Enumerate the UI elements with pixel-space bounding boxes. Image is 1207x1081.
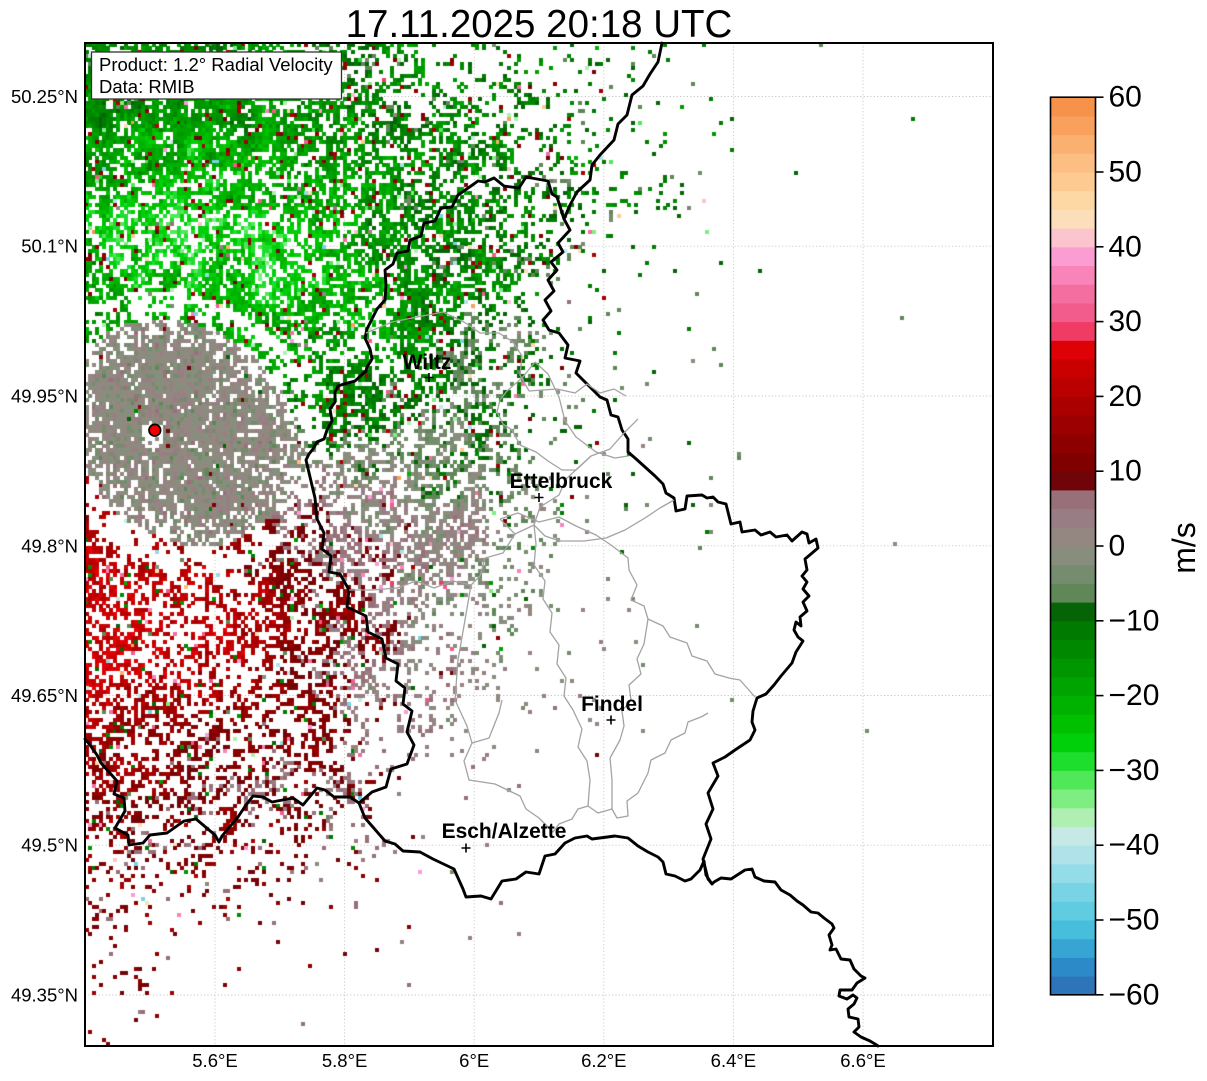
svg-text:−30: −30 (1109, 754, 1160, 787)
svg-text:−50: −50 (1109, 904, 1160, 937)
svg-text:50.1°N: 50.1°N (21, 236, 78, 257)
svg-text:m/s: m/s (1166, 522, 1202, 574)
svg-text:−40: −40 (1109, 829, 1160, 862)
svg-text:50: 50 (1109, 156, 1142, 189)
svg-text:49.65°N: 49.65°N (11, 685, 78, 706)
svg-text:Ettelbruck: Ettelbruck (510, 470, 613, 493)
svg-text:49.35°N: 49.35°N (11, 985, 78, 1006)
svg-text:0: 0 (1109, 530, 1126, 563)
svg-text:Data: RMIB: Data: RMIB (99, 76, 195, 97)
svg-text:Esch/Alzette: Esch/Alzette (442, 820, 567, 843)
svg-text:40: 40 (1109, 230, 1142, 263)
svg-text:17.11.2025 20:18 UTC: 17.11.2025 20:18 UTC (346, 3, 733, 46)
svg-text:5.8°E: 5.8°E (322, 1050, 367, 1071)
svg-text:Wiltz: Wiltz (403, 351, 452, 374)
svg-text:49.5°N: 49.5°N (21, 835, 78, 856)
svg-text:Product: 1.2° Radial Velocity: Product: 1.2° Radial Velocity (99, 54, 333, 75)
svg-text:50.25°N: 50.25°N (11, 86, 78, 107)
svg-text:49.8°N: 49.8°N (21, 535, 78, 556)
svg-text:20: 20 (1109, 380, 1142, 413)
svg-text:−20: −20 (1109, 679, 1160, 712)
svg-text:10: 10 (1109, 455, 1142, 488)
svg-text:6.4°E: 6.4°E (711, 1050, 756, 1071)
svg-text:−10: −10 (1109, 604, 1160, 637)
svg-text:6.6°E: 6.6°E (840, 1050, 885, 1071)
svg-text:49.95°N: 49.95°N (11, 386, 78, 407)
svg-text:6°E: 6°E (459, 1050, 489, 1071)
svg-text:−60: −60 (1109, 978, 1160, 1011)
svg-text:60: 60 (1109, 81, 1142, 114)
svg-text:6.2°E: 6.2°E (581, 1050, 626, 1071)
svg-text:30: 30 (1109, 305, 1142, 338)
svg-text:5.6°E: 5.6°E (192, 1050, 237, 1071)
svg-text:Findel: Findel (581, 693, 643, 716)
